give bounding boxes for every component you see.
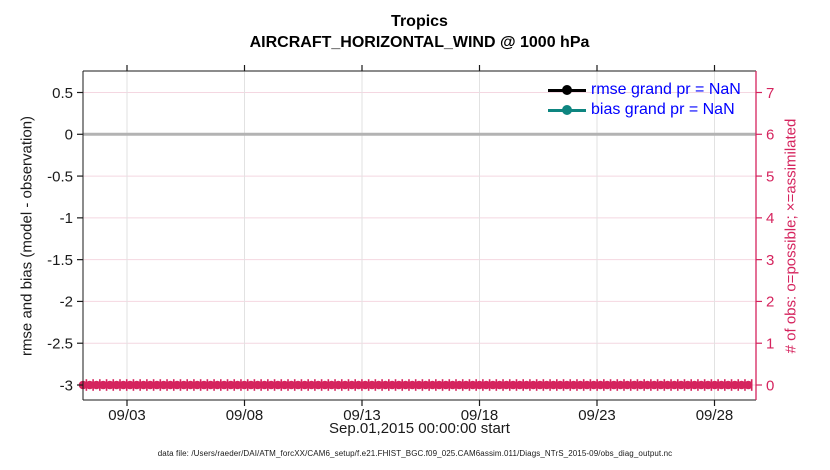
left-tick-label: -0.5 (47, 168, 73, 185)
left-tick-label: -3 (60, 377, 73, 394)
right-tick-label: 2 (766, 294, 774, 311)
right-tick-label: 3 (766, 252, 774, 269)
legend: rmse grand pr = NaN bias grand pr = NaN (548, 80, 741, 120)
data-file-caption: data file: /Users/raeder/DAI/ATM_forcXX/… (157, 449, 673, 458)
right-tick-label: 7 (766, 85, 774, 102)
right-tick-label: 5 (766, 168, 774, 185)
left-tick-label: -1 (60, 210, 73, 227)
legend-item-bias: bias grand pr = NaN (548, 100, 741, 120)
rmse-line-marker-icon (548, 84, 586, 95)
right-axis-label: # of obs: o=possible; ×=assimilated (782, 118, 800, 354)
legend-label-bias: bias grand pr = NaN (591, 101, 735, 118)
left-tick-label: 0.5 (52, 85, 73, 102)
x-tick-label: 09/28 (696, 407, 734, 424)
left-axis-label: rmse and bias (model - observation) (18, 115, 36, 357)
x-tick-label: 09/13 (343, 407, 381, 424)
x-axis-label: Sep.01,2015 00:00:00 start (329, 420, 510, 437)
legend-item-rmse: rmse grand pr = NaN (548, 80, 741, 100)
x-tick-label: 09/18 (461, 407, 499, 424)
right-tick-label: 4 (766, 210, 774, 227)
right-tick-label: 0 (766, 377, 774, 394)
left-tick-label: -2.5 (47, 335, 73, 352)
legend-label-rmse: rmse grand pr = NaN (591, 81, 741, 98)
right-tick-label: 6 (766, 127, 774, 144)
title-region: Tropics (391, 13, 448, 30)
left-tick-label: -1.5 (47, 252, 73, 269)
obs-count-marker-band (78, 379, 753, 391)
title-variable: AIRCRAFT_HORIZONTAL_WIND @ 1000 hPa (249, 34, 590, 51)
x-tick-label: 09/23 (578, 407, 616, 424)
left-tick-label: 0 (65, 127, 73, 144)
x-tick-label: 09/03 (108, 407, 146, 424)
bias-line-marker-icon (548, 104, 586, 115)
plot-title: Tropics AIRCRAFT_HORIZONTAL_WIND @ 1000 … (83, 12, 756, 54)
x-tick-label: 09/08 (226, 407, 264, 424)
left-tick-label: -2 (60, 294, 73, 311)
right-tick-label: 1 (766, 335, 774, 352)
